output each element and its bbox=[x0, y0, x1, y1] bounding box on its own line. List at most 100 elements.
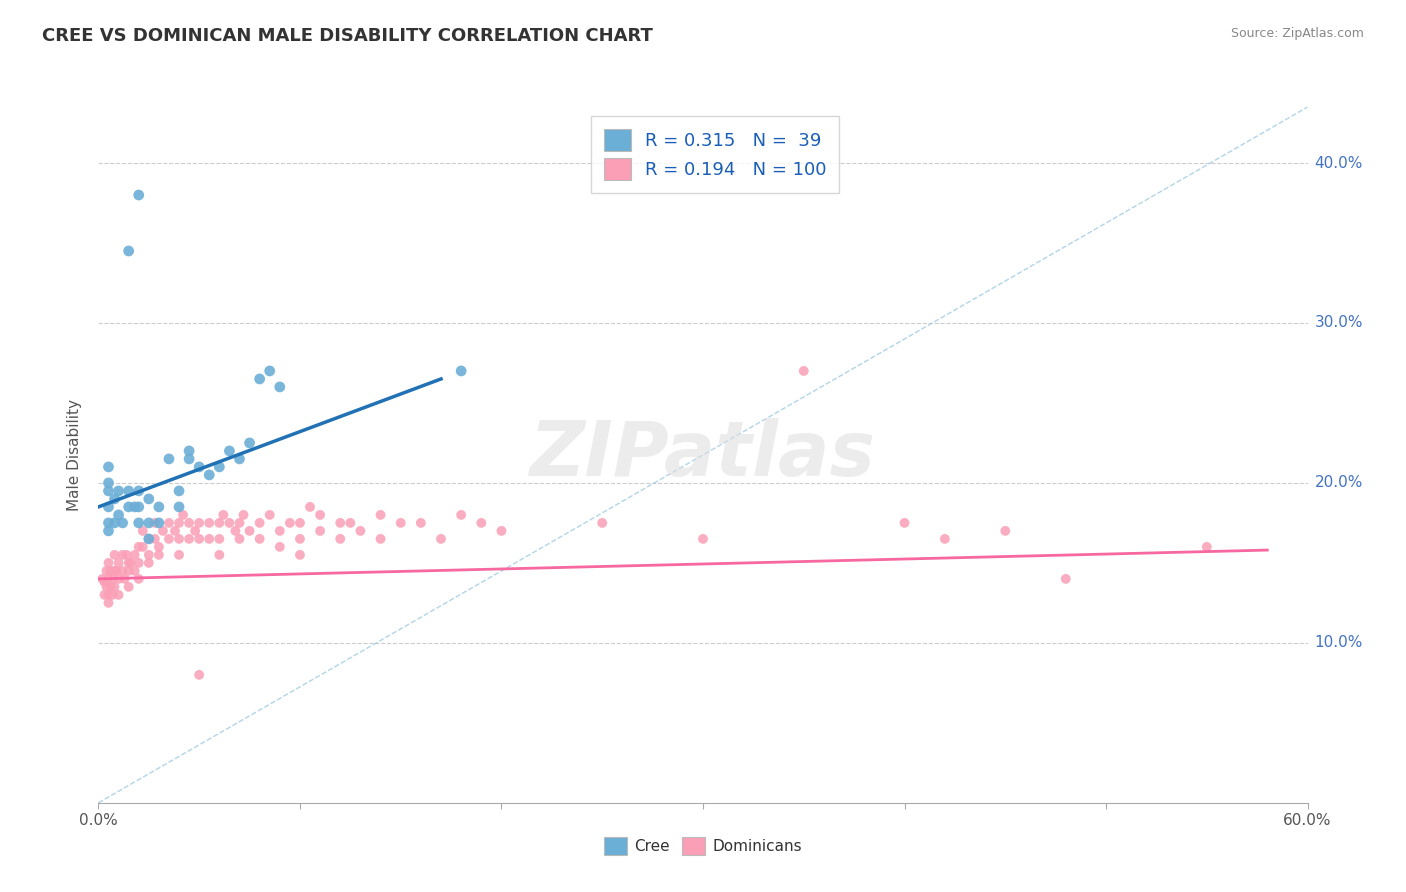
Legend: Cree, Dominicans: Cree, Dominicans bbox=[598, 830, 808, 862]
Point bbox=[97, 500, 120, 514]
Point bbox=[152, 524, 174, 538]
Text: CREE VS DOMINICAN MALE DISABILITY CORRELATION CHART: CREE VS DOMINICAN MALE DISABILITY CORREL… bbox=[42, 27, 652, 45]
Point bbox=[288, 548, 311, 562]
Point bbox=[143, 532, 166, 546]
Point bbox=[218, 516, 240, 530]
Point bbox=[188, 459, 211, 474]
Point bbox=[430, 532, 453, 546]
Point bbox=[278, 516, 301, 530]
Point bbox=[97, 596, 120, 610]
Point bbox=[167, 516, 190, 530]
Point bbox=[491, 524, 513, 538]
Point bbox=[167, 483, 190, 498]
Point bbox=[143, 516, 166, 530]
Point bbox=[128, 516, 150, 530]
Point bbox=[128, 540, 150, 554]
Point bbox=[124, 500, 146, 514]
Point bbox=[259, 364, 281, 378]
Point bbox=[93, 588, 115, 602]
Point bbox=[177, 516, 201, 530]
Point bbox=[148, 516, 170, 530]
Point bbox=[1054, 572, 1077, 586]
Point bbox=[239, 436, 262, 450]
Point bbox=[269, 524, 291, 538]
Point bbox=[259, 508, 281, 522]
Point bbox=[188, 532, 211, 546]
Point bbox=[177, 444, 201, 458]
Text: 40.0%: 40.0% bbox=[1315, 155, 1362, 170]
Point bbox=[115, 548, 138, 562]
Point bbox=[138, 532, 160, 546]
Point bbox=[157, 451, 180, 466]
Point bbox=[239, 524, 262, 538]
Point bbox=[120, 556, 142, 570]
Point bbox=[138, 516, 160, 530]
Point bbox=[249, 372, 271, 386]
Point bbox=[228, 516, 250, 530]
Point bbox=[198, 532, 221, 546]
Point bbox=[128, 572, 150, 586]
Point bbox=[157, 516, 180, 530]
Point bbox=[793, 364, 815, 378]
Point bbox=[184, 524, 207, 538]
Point bbox=[91, 572, 114, 586]
Point bbox=[470, 516, 492, 530]
Point bbox=[97, 556, 120, 570]
Point bbox=[128, 483, 150, 498]
Point bbox=[118, 556, 141, 570]
Point bbox=[172, 508, 194, 522]
Point bbox=[157, 532, 180, 546]
Point bbox=[103, 491, 125, 506]
Point bbox=[389, 516, 412, 530]
Point bbox=[299, 500, 322, 514]
Point bbox=[309, 524, 332, 538]
Point bbox=[138, 532, 160, 546]
Point bbox=[132, 524, 155, 538]
Point bbox=[198, 467, 221, 482]
Point bbox=[128, 188, 150, 202]
Point bbox=[107, 588, 129, 602]
Point bbox=[111, 516, 134, 530]
Point bbox=[188, 516, 211, 530]
Point bbox=[288, 516, 311, 530]
Point bbox=[97, 483, 120, 498]
Point bbox=[103, 564, 125, 578]
Point bbox=[409, 516, 432, 530]
Point bbox=[101, 588, 124, 602]
Point bbox=[132, 540, 155, 554]
Point bbox=[107, 556, 129, 570]
Point bbox=[309, 508, 332, 522]
Point bbox=[329, 532, 352, 546]
Point bbox=[96, 564, 118, 578]
Point bbox=[128, 500, 150, 514]
Point bbox=[118, 483, 141, 498]
Point bbox=[167, 500, 190, 514]
Text: ZIPatlas: ZIPatlas bbox=[530, 418, 876, 491]
Point bbox=[212, 508, 235, 522]
Text: 30.0%: 30.0% bbox=[1315, 316, 1362, 330]
Point bbox=[103, 548, 125, 562]
Point bbox=[118, 500, 141, 514]
Point bbox=[591, 516, 613, 530]
Point bbox=[177, 451, 201, 466]
Point bbox=[138, 556, 160, 570]
Point bbox=[124, 564, 146, 578]
Point bbox=[118, 580, 141, 594]
Point bbox=[163, 524, 186, 538]
Point bbox=[100, 564, 122, 578]
Point bbox=[208, 459, 231, 474]
Point bbox=[148, 500, 170, 514]
Point bbox=[269, 540, 291, 554]
Point bbox=[934, 532, 956, 546]
Point bbox=[103, 516, 125, 530]
Point bbox=[208, 516, 231, 530]
Point bbox=[138, 548, 160, 562]
Point bbox=[114, 572, 136, 586]
Point bbox=[101, 572, 124, 586]
Point bbox=[218, 444, 240, 458]
Point bbox=[370, 508, 392, 522]
Point bbox=[97, 459, 120, 474]
Text: 10.0%: 10.0% bbox=[1315, 635, 1362, 650]
Point bbox=[188, 668, 211, 682]
Point bbox=[97, 524, 120, 538]
